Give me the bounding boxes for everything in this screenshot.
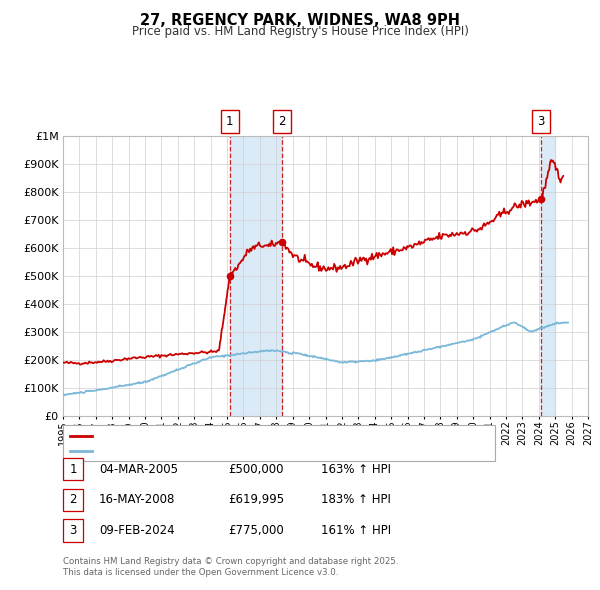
Text: 183% ↑ HPI: 183% ↑ HPI [321,493,391,506]
Text: 2: 2 [278,115,286,128]
Text: 3: 3 [70,524,77,537]
Text: 1: 1 [70,463,77,476]
Text: HPI: Average price, detached house, Halton: HPI: Average price, detached house, Halt… [97,446,324,456]
Text: 09-FEB-2024: 09-FEB-2024 [99,524,175,537]
Text: 27, REGENCY PARK, WIDNES, WA8 9PH: 27, REGENCY PARK, WIDNES, WA8 9PH [140,13,460,28]
Text: £619,995: £619,995 [228,493,284,506]
Text: 161% ↑ HPI: 161% ↑ HPI [321,524,391,537]
Text: 2: 2 [70,493,77,506]
Text: 04-MAR-2005: 04-MAR-2005 [99,463,178,476]
Bar [541,136,556,416]
Text: Contains HM Land Registry data © Crown copyright and database right 2025.: Contains HM Land Registry data © Crown c… [63,558,398,566]
Text: 16-MAY-2008: 16-MAY-2008 [99,493,175,506]
Text: 27, REGENCY PARK, WIDNES, WA8 9PH (detached house): 27, REGENCY PARK, WIDNES, WA8 9PH (detac… [97,431,394,441]
Text: 3: 3 [537,115,544,128]
Text: £500,000: £500,000 [228,463,284,476]
Text: 163% ↑ HPI: 163% ↑ HPI [321,463,391,476]
Text: Price paid vs. HM Land Registry's House Price Index (HPI): Price paid vs. HM Land Registry's House … [131,25,469,38]
Text: This data is licensed under the Open Government Licence v3.0.: This data is licensed under the Open Gov… [63,568,338,577]
Text: 1: 1 [226,115,233,128]
Text: £775,000: £775,000 [228,524,284,537]
Bar [230,136,283,416]
